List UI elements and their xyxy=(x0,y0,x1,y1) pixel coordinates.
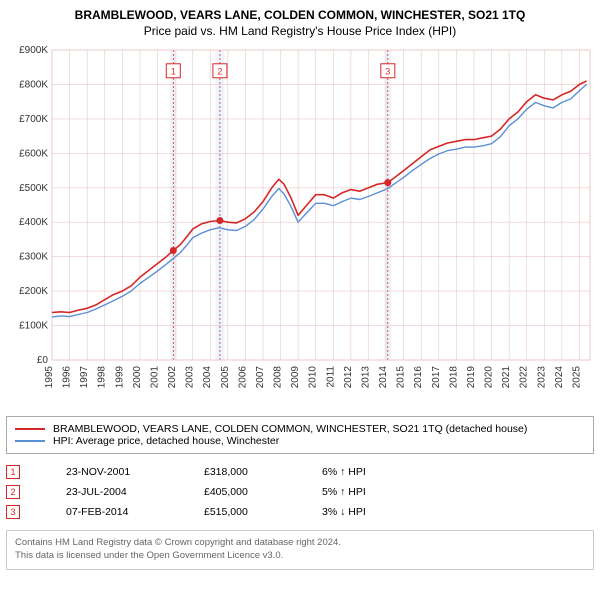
svg-text:£0: £0 xyxy=(37,355,49,366)
svg-text:£700K: £700K xyxy=(19,114,48,125)
svg-text:2014: 2014 xyxy=(378,366,389,389)
svg-text:1999: 1999 xyxy=(114,366,125,389)
svg-text:2002: 2002 xyxy=(167,366,178,389)
svg-text:2023: 2023 xyxy=(536,366,547,389)
svg-text:3: 3 xyxy=(385,66,390,76)
svg-text:2021: 2021 xyxy=(501,366,512,389)
event-date: 23-NOV-2001 xyxy=(66,466,166,478)
svg-text:2012: 2012 xyxy=(343,366,354,389)
svg-text:1: 1 xyxy=(171,66,176,76)
svg-text:£900K: £900K xyxy=(19,45,48,56)
svg-text:£500K: £500K xyxy=(19,183,48,194)
svg-text:£600K: £600K xyxy=(19,148,48,159)
svg-text:£100K: £100K xyxy=(19,321,48,332)
svg-text:2011: 2011 xyxy=(325,366,336,388)
event-row: 3 07-FEB-2014 £515,000 3% ↓ HPI xyxy=(6,502,594,522)
legend-row: HPI: Average price, detached house, Winc… xyxy=(15,435,585,447)
event-price: £318,000 xyxy=(204,466,284,478)
svg-text:2007: 2007 xyxy=(255,366,266,389)
svg-text:1997: 1997 xyxy=(79,366,90,389)
svg-text:2020: 2020 xyxy=(484,366,495,389)
event-row: 1 23-NOV-2001 £318,000 6% ↑ HPI xyxy=(6,462,594,482)
svg-text:2018: 2018 xyxy=(448,366,459,389)
svg-text:£200K: £200K xyxy=(19,286,48,297)
svg-text:2003: 2003 xyxy=(185,366,196,389)
svg-text:2016: 2016 xyxy=(413,366,424,389)
svg-text:2024: 2024 xyxy=(554,366,565,389)
svg-text:2008: 2008 xyxy=(273,366,284,389)
event-date: 23-JUL-2004 xyxy=(66,486,166,498)
svg-text:2010: 2010 xyxy=(308,366,319,389)
svg-text:2025: 2025 xyxy=(571,366,582,389)
event-row: 2 23-JUL-2004 £405,000 5% ↑ HPI xyxy=(6,482,594,502)
page-title: BRAMBLEWOOD, VEARS LANE, COLDEN COMMON, … xyxy=(6,8,594,22)
events-table: 1 23-NOV-2001 £318,000 6% ↑ HPI 2 23-JUL-2004… xyxy=(6,462,594,522)
event-price: £405,000 xyxy=(204,486,284,498)
event-delta: 6% ↑ HPI xyxy=(322,466,412,478)
svg-text:2017: 2017 xyxy=(431,366,442,389)
legend-swatch xyxy=(15,440,45,442)
svg-text:2000: 2000 xyxy=(132,366,143,389)
attribution-footer: Contains HM Land Registry data © Crown c… xyxy=(6,530,594,570)
svg-text:2013: 2013 xyxy=(360,366,371,389)
event-price: £515,000 xyxy=(204,506,284,518)
footer-line-2: This data is licensed under the Open Gov… xyxy=(15,550,585,563)
svg-text:1996: 1996 xyxy=(62,366,73,389)
legend-label: BRAMBLEWOOD, VEARS LANE, COLDEN COMMON, … xyxy=(53,423,527,435)
legend-row: BRAMBLEWOOD, VEARS LANE, COLDEN COMMON, … xyxy=(15,423,585,435)
event-marker: 2 xyxy=(6,485,20,499)
legend: BRAMBLEWOOD, VEARS LANE, COLDEN COMMON, … xyxy=(6,416,594,454)
svg-text:1995: 1995 xyxy=(44,366,55,389)
svg-text:£800K: £800K xyxy=(19,79,48,90)
event-delta: 3% ↓ HPI xyxy=(322,506,412,518)
legend-label: HPI: Average price, detached house, Winc… xyxy=(53,435,279,447)
svg-text:1998: 1998 xyxy=(97,366,108,389)
price-chart: £0 £100K £200K £300K £400K £500K £600K £700K £80… xyxy=(6,44,594,404)
svg-text:2006: 2006 xyxy=(237,366,248,389)
svg-text:2005: 2005 xyxy=(220,366,231,389)
page-subtitle: Price paid vs. HM Land Registry's House … xyxy=(6,24,594,38)
svg-text:2: 2 xyxy=(217,66,222,76)
svg-text:£300K: £300K xyxy=(19,252,48,263)
event-marker: 3 xyxy=(6,505,20,519)
svg-text:£400K: £400K xyxy=(19,217,48,228)
svg-text:2009: 2009 xyxy=(290,366,301,389)
footer-line-1: Contains HM Land Registry data © Crown c… xyxy=(15,537,585,550)
legend-swatch xyxy=(15,428,45,430)
svg-text:2022: 2022 xyxy=(519,366,530,389)
svg-text:2004: 2004 xyxy=(202,366,213,389)
event-date: 07-FEB-2014 xyxy=(66,506,166,518)
svg-text:2001: 2001 xyxy=(149,366,160,389)
event-delta: 5% ↑ HPI xyxy=(322,486,412,498)
svg-text:2019: 2019 xyxy=(466,366,477,389)
svg-text:2015: 2015 xyxy=(396,366,407,389)
event-marker: 1 xyxy=(6,465,20,479)
